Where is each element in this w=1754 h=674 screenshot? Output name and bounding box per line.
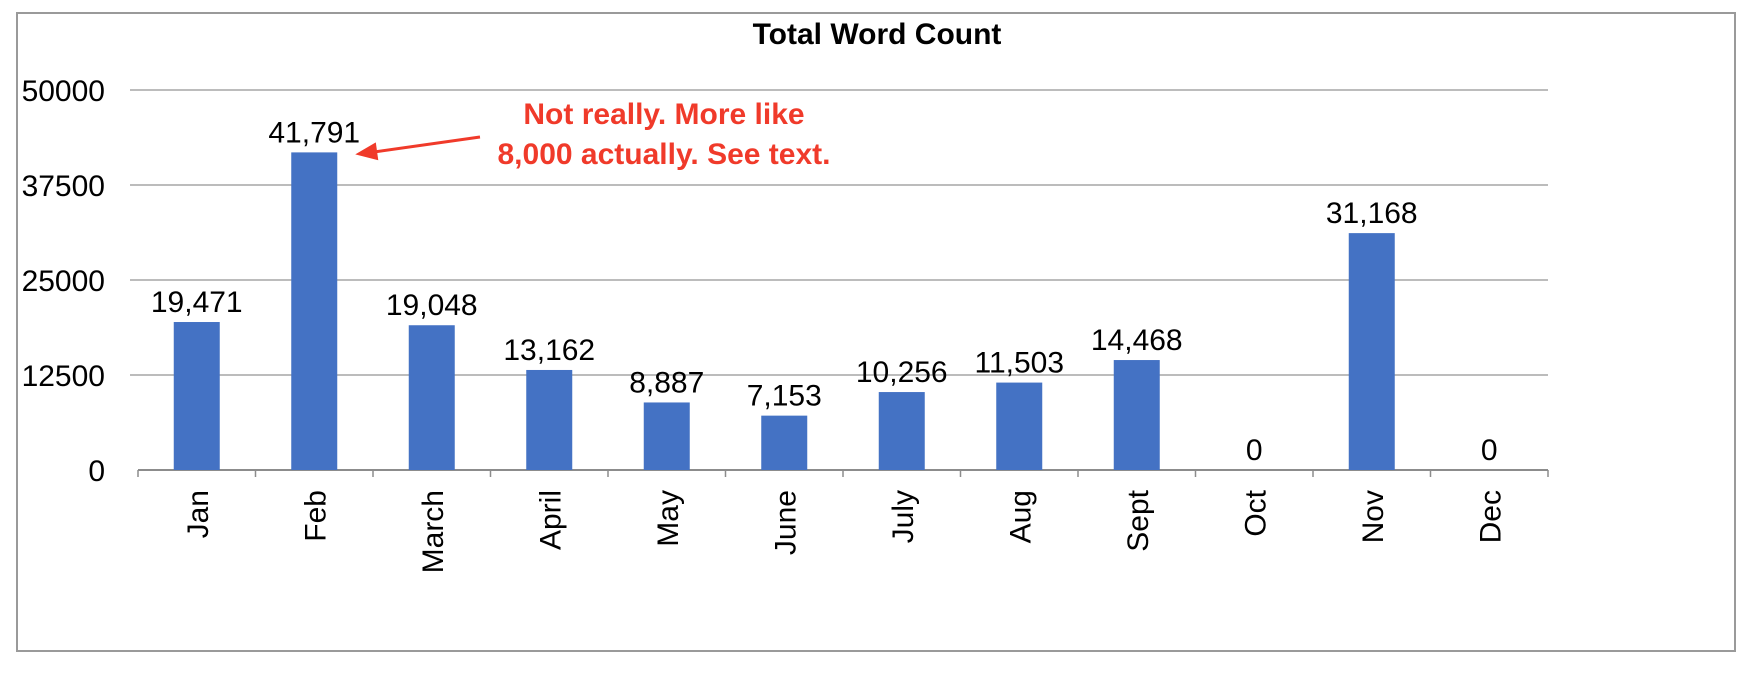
x-tick-label: Oct — [1239, 489, 1272, 536]
data-label: 13,162 — [503, 334, 595, 367]
bar-may — [643, 402, 690, 470]
bar-sept — [1113, 360, 1160, 470]
x-tick-label: Aug — [1004, 490, 1037, 543]
chart-title: Total Word Count — [753, 18, 1002, 51]
bar-feb — [291, 152, 338, 470]
bar-june — [761, 415, 808, 470]
data-label: 31,168 — [1326, 197, 1418, 230]
data-label: 14,468 — [1091, 324, 1183, 357]
gridlines — [130, 89, 1548, 376]
y-tick-label: 50000 — [22, 75, 105, 108]
x-tick-label: March — [417, 490, 450, 573]
x-tick-label: April — [534, 490, 567, 550]
y-tick-label: 37500 — [22, 170, 105, 203]
x-tick-label: July — [887, 490, 920, 543]
annotation-arrow-line — [371, 135, 481, 154]
bar-march — [408, 325, 455, 470]
bars — [173, 152, 1395, 470]
data-label: 11,503 — [974, 347, 1064, 380]
bar-april — [526, 369, 573, 470]
y-tick-label: 0 — [88, 455, 105, 488]
x-tick-label: May — [652, 490, 685, 547]
data-labels: 19,471 41,791 19,048 13,162 8,887 7,153 10,256… — [151, 116, 1498, 467]
annotation: Not really. More like 8,000 actually. See… — [355, 98, 830, 171]
y-tick-label: 12500 — [22, 360, 105, 393]
data-label: 0 — [1246, 434, 1263, 467]
annotation-text-line: 8,000 actually. See text. — [498, 138, 831, 171]
data-label: 0 — [1481, 434, 1498, 467]
y-tick-label: 25000 — [22, 265, 105, 298]
data-label: 8,887 — [629, 366, 704, 399]
x-tick-label: June — [769, 490, 802, 555]
data-label: 10,256 — [856, 356, 948, 389]
annotation-arrow-head — [355, 142, 379, 161]
bar-jan — [173, 322, 220, 470]
bar-july — [878, 392, 925, 470]
data-label: 7,153 — [747, 380, 822, 413]
x-tick-label: Dec — [1474, 490, 1507, 543]
bar-nov — [1348, 233, 1395, 470]
data-label: 19,048 — [386, 289, 478, 322]
annotation-text-line: Not really. More like — [523, 98, 804, 131]
x-tick-label: Nov — [1357, 490, 1390, 543]
data-label: 19,471 — [151, 286, 243, 319]
x-tick-label: Feb — [299, 490, 332, 542]
data-label: 41,791 — [268, 116, 360, 149]
x-tick-label: Sept — [1122, 489, 1155, 551]
axes: 0 12500 25000 37500 50000 Jan Feb March April May… — [22, 75, 1549, 573]
x-tick-label: Jan — [182, 490, 215, 538]
bar-aug — [996, 382, 1043, 470]
